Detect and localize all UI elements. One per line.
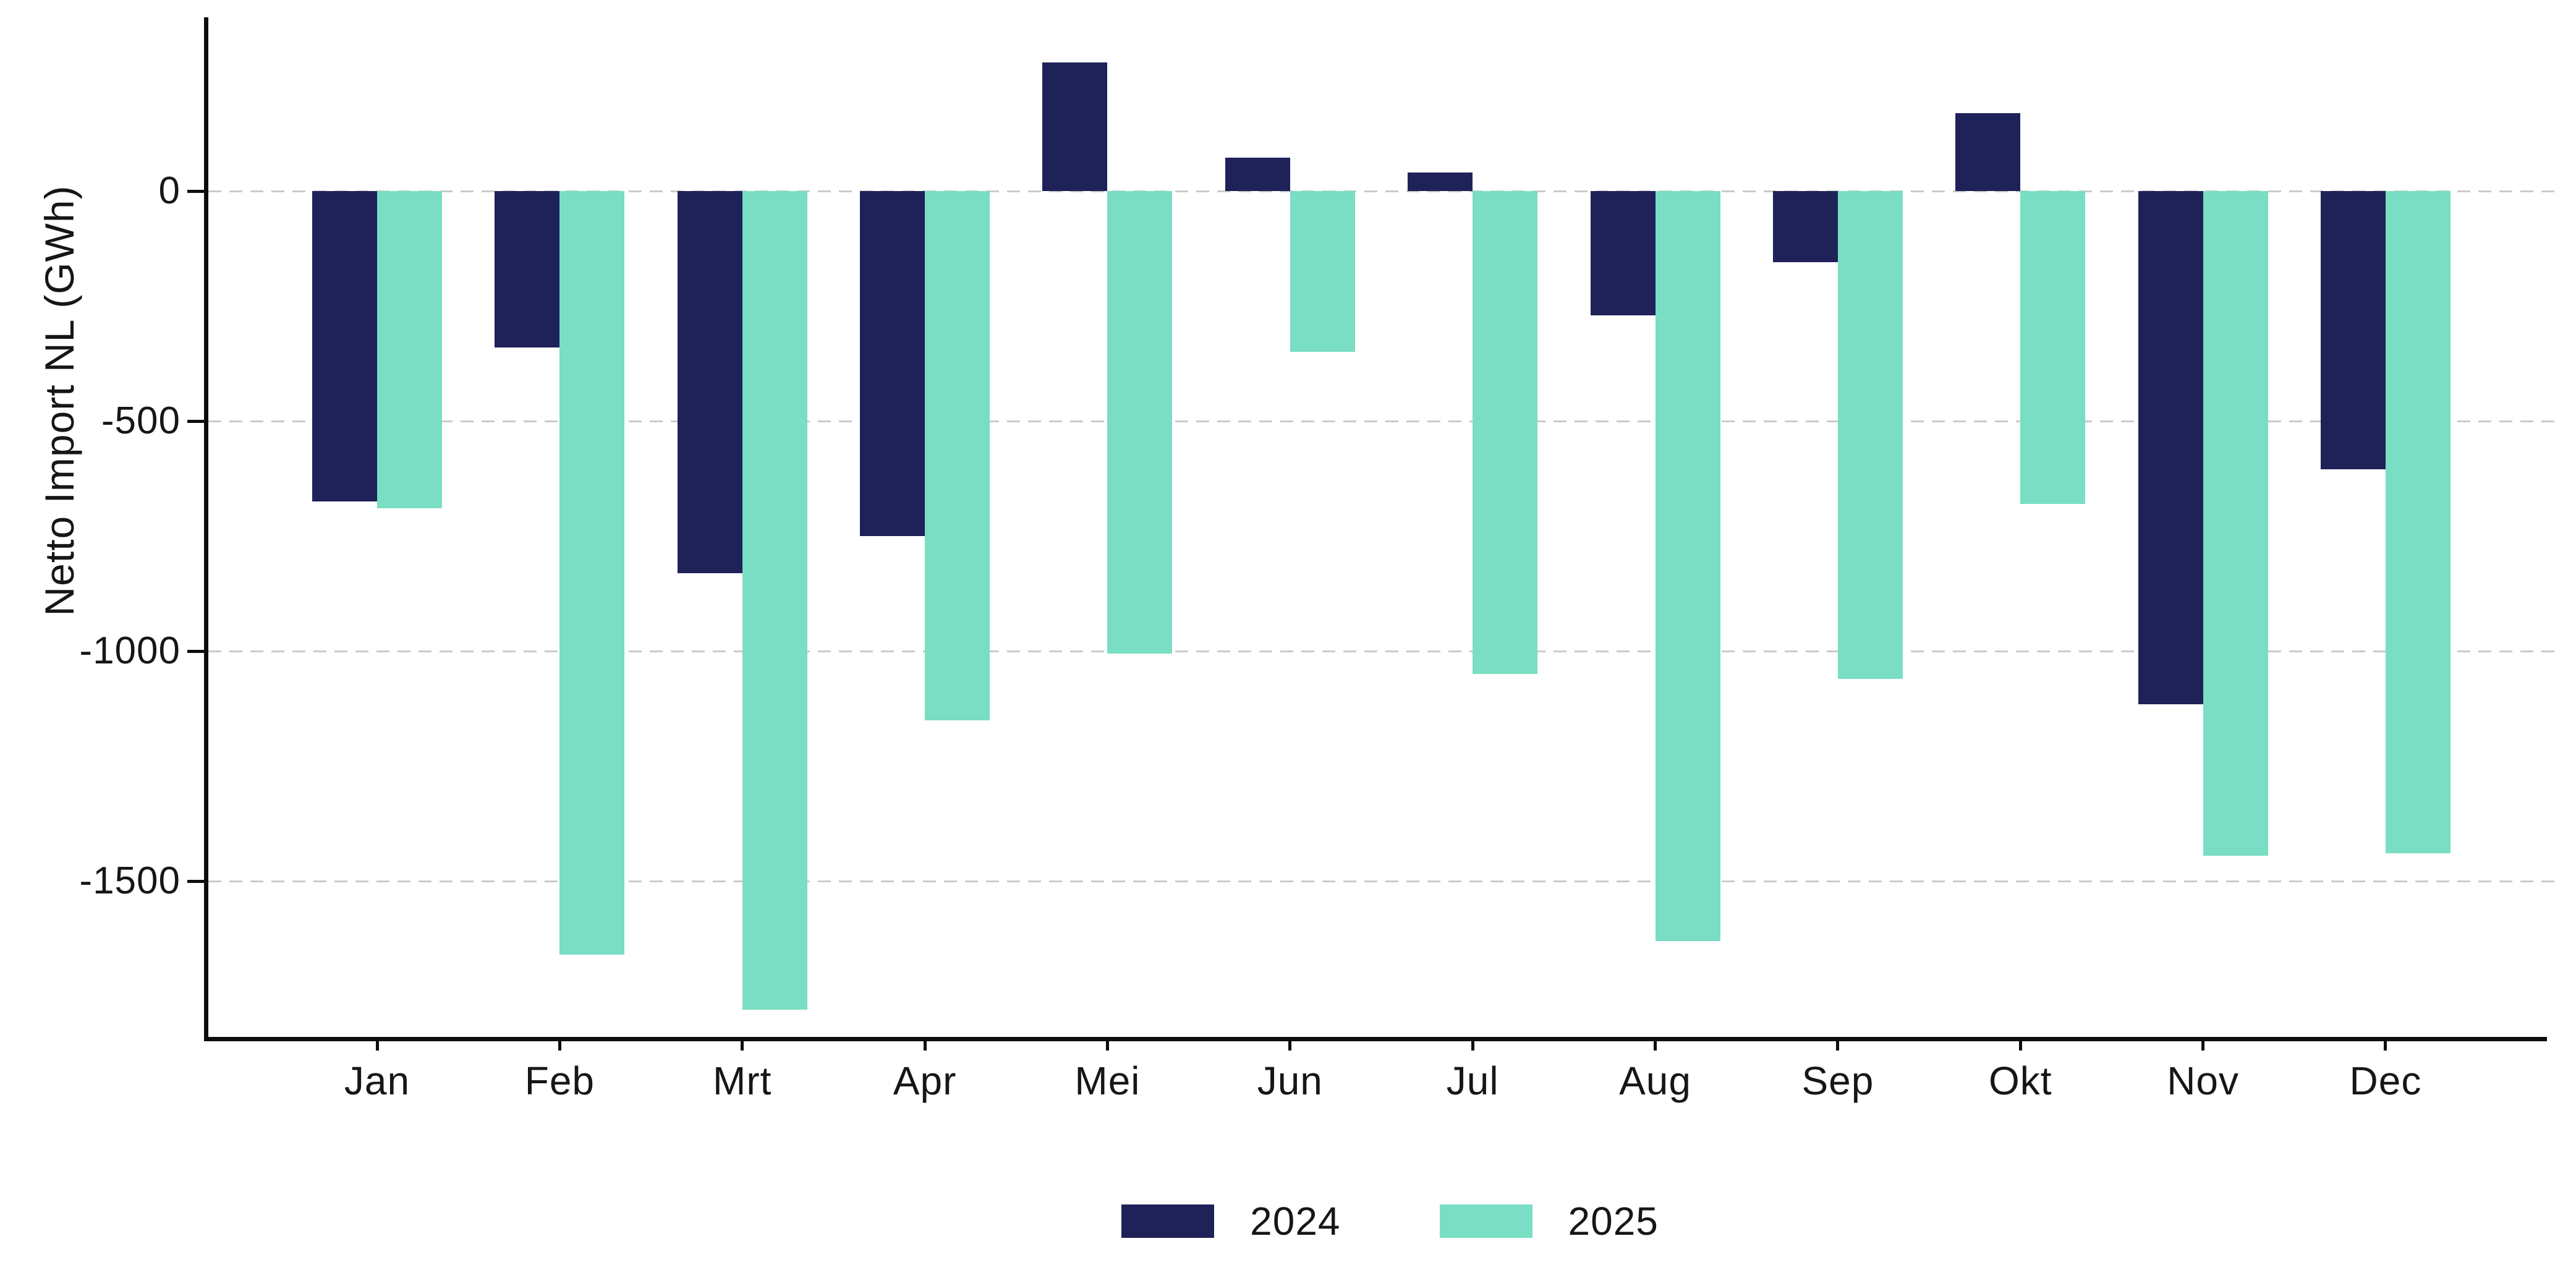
bar-2025-dec: [2385, 191, 2451, 854]
gridline--1500: [208, 880, 2562, 882]
y-axis-spine: [204, 17, 208, 1041]
bar-2024-dec: [2320, 191, 2386, 470]
x-tick-label-mrt: Mrt: [713, 1059, 772, 1103]
x-tick-mark-mrt: [741, 1037, 744, 1051]
x-tick-mark-mei: [1105, 1037, 1109, 1051]
x-tick-mark-okt: [2018, 1037, 2022, 1051]
bar-2024-jun: [1225, 158, 1290, 191]
legend-swatch-2025: [1439, 1204, 1532, 1238]
legend-swatch-2024: [1121, 1204, 1215, 1238]
legend-label-2025: 2025: [1568, 1199, 1659, 1243]
y-tick-label-0: 0: [158, 169, 181, 212]
bar-2024-jan: [312, 191, 377, 502]
bar-2025-jul: [1473, 191, 1538, 675]
y-tick-label--1500: -1500: [79, 859, 181, 902]
x-tick-label-aug: Aug: [1619, 1059, 1691, 1103]
legend: 2024 2025: [204, 1198, 2576, 1244]
bar-2024-mei: [1042, 62, 1108, 191]
x-tick-label-dec: Dec: [2349, 1059, 2422, 1103]
gridline--1000: [208, 650, 2562, 652]
bar-2024-jul: [1408, 173, 1473, 191]
x-tick-label-okt: Okt: [1988, 1059, 2052, 1103]
bar-2025-mrt: [742, 191, 807, 1010]
bar-2025-feb: [559, 191, 625, 955]
y-tick-label--500: -500: [101, 399, 181, 442]
y-tick-label--1000: -1000: [79, 629, 181, 672]
bar-2025-apr: [925, 191, 990, 720]
x-tick-mark-sep: [1836, 1037, 1840, 1051]
x-tick-mark-nov: [2201, 1037, 2205, 1051]
gridline--500: [208, 420, 2562, 422]
x-tick-mark-dec: [2384, 1037, 2387, 1051]
x-tick-mark-aug: [1654, 1037, 1657, 1051]
bar-2025-jun: [1290, 191, 1355, 352]
x-tick-label-jan: Jan: [344, 1059, 410, 1103]
x-tick-label-feb: Feb: [524, 1059, 595, 1103]
bar-2024-nov: [2138, 191, 2203, 704]
bar-2025-aug: [1655, 191, 1720, 941]
gridline-0: [208, 190, 2562, 192]
x-tick-label-mei: Mei: [1074, 1059, 1141, 1103]
y-axis-title: Netto Import NL (GWh): [36, 185, 82, 616]
x-tick-label-nov: Nov: [2167, 1059, 2239, 1103]
x-tick-label-jun: Jun: [1257, 1059, 1323, 1103]
x-tick-label-sep: Sep: [1801, 1059, 1874, 1103]
bar-2024-apr: [860, 191, 925, 536]
bar-2024-okt: [1955, 113, 2021, 191]
bar-2025-mei: [1107, 191, 1173, 654]
legend-label-2024: 2024: [1250, 1199, 1341, 1243]
y-tick-mark--500: [187, 419, 206, 423]
y-tick-mark--1500: [187, 879, 206, 883]
x-tick-mark-jan: [375, 1037, 379, 1051]
bar-2025-sep: [1837, 191, 1903, 679]
x-tick-mark-jun: [1288, 1037, 1292, 1051]
x-axis-spine: [204, 1037, 2547, 1041]
bar-2025-nov: [2203, 191, 2268, 856]
bar-2024-mrt: [677, 191, 742, 573]
x-tick-label-jul: Jul: [1446, 1059, 1499, 1103]
y-tick-mark-0: [187, 189, 206, 193]
bar-2025-okt: [2020, 191, 2086, 504]
bar-2025-jan: [377, 191, 442, 509]
x-tick-mark-jul: [1471, 1037, 1474, 1051]
y-tick-mark--1000: [187, 649, 206, 653]
legend-entry-2025: 2025: [1439, 1198, 1659, 1244]
x-tick-label-apr: Apr: [893, 1059, 957, 1103]
bar-2024-sep: [1772, 191, 1838, 263]
legend-entry-2024: 2024: [1121, 1198, 1340, 1244]
bar-2024-feb: [495, 191, 560, 347]
bar-2024-aug: [1590, 191, 1656, 315]
x-tick-mark-apr: [923, 1037, 927, 1051]
x-tick-mark-feb: [558, 1037, 561, 1051]
